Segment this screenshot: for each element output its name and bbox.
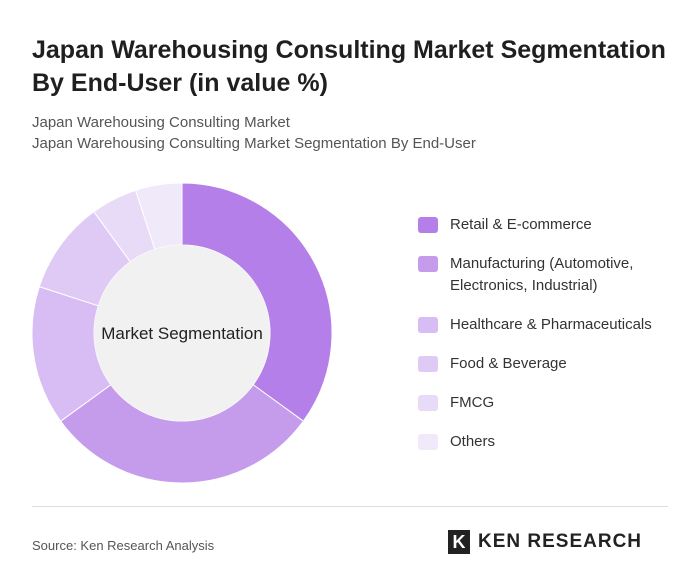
chart-title: Japan Warehousing Consulting Market Segm…: [32, 36, 666, 97]
ken-research-logo: K KEN RESEARCH: [448, 530, 642, 554]
legend-label: Others: [450, 433, 496, 450]
legend-swatch: [418, 317, 438, 333]
center-label: Market Segmentation: [101, 324, 263, 343]
legend-swatch: [418, 256, 438, 272]
legend-swatch: [418, 395, 438, 411]
legend-label: FMCG: [450, 394, 495, 411]
legend-label: Food & Beverage: [450, 355, 567, 372]
legend-label: Retail & E-commerce: [450, 216, 592, 233]
legend-label: Manufacturing (Automotive, Electronics, …: [450, 255, 634, 294]
legend-swatch: [418, 434, 438, 450]
legend-label: Healthcare & Pharmaceuticals: [450, 316, 652, 333]
donut-center: [94, 245, 270, 421]
legend-item: FMCG: [418, 392, 680, 414]
logo-text: KEN RESEARCH: [478, 531, 643, 552]
legend-item: Retail & E-commerce: [418, 214, 680, 236]
divider: [32, 506, 668, 507]
legend: Retail & E-commerce Manufacturing (Automo…: [418, 214, 680, 470]
legend-swatch: [418, 217, 438, 233]
legend-item: Food & Beverage: [418, 353, 680, 375]
legend-item: Healthcare & Pharmaceuticals: [418, 314, 680, 336]
donut-chart: Market Segmentation: [31, 182, 333, 484]
legend-item: Manufacturing (Automotive, Electronics, …: [418, 253, 680, 297]
subtitle-market: Japan Warehousing Consulting Market: [32, 114, 290, 131]
legend-item: Others: [418, 431, 680, 453]
subtitle-segmentation: Japan Warehousing Consulting Market Segm…: [32, 135, 476, 152]
logo-mark-icon: K: [448, 530, 470, 554]
legend-swatch: [418, 356, 438, 372]
source-note: Source: Ken Research Analysis: [32, 538, 215, 553]
